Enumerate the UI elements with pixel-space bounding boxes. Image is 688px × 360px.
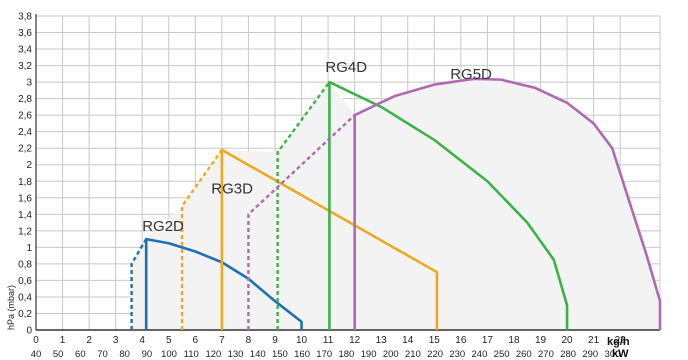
x-tick-label: 5	[166, 335, 172, 346]
x-tick-label: 17	[482, 335, 494, 346]
x-tick-label: 10	[296, 335, 308, 346]
x-tick-label: 16	[455, 335, 467, 346]
y-tick-label: 1,8	[18, 177, 32, 188]
x-tick-label: 0	[33, 335, 39, 346]
x-tick-label: 7	[219, 335, 225, 346]
kw-tick-label: 300	[605, 349, 621, 360]
y-tick-label: 2,2	[18, 144, 32, 155]
kw-tick-label: 180	[338, 349, 354, 360]
y-tick-label: 0,4	[18, 292, 32, 303]
x-tick-label: 4	[139, 335, 145, 346]
kw-tick-label: 100	[161, 349, 177, 360]
kw-tick-label: 250	[494, 349, 510, 360]
y-tick-label: 2,8	[18, 94, 32, 105]
kw-tick-label: 230	[449, 349, 465, 360]
chart-series-lines	[130, 77, 662, 330]
y-tick-label: 2,4	[18, 127, 32, 138]
x-tick-label: 1	[60, 335, 66, 346]
series-label-rg4d: RG4D	[325, 59, 367, 76]
kw-tick-label: 290	[582, 349, 598, 360]
series-rg2d-dashed-line	[130, 238, 148, 330]
y-tick-label: 1,6	[18, 193, 32, 204]
x-tick-label: 11	[323, 335, 334, 346]
kw-tick-label: 160	[294, 349, 310, 360]
kw-tick-label: 90	[142, 349, 153, 360]
x-axis-unit-kw: kW	[612, 348, 629, 360]
series-rg5d-solid-line	[353, 77, 662, 330]
y-tick-label: 3	[26, 78, 32, 89]
kw-tick-label: 50	[53, 349, 64, 360]
series-rg3d-dashed-line	[180, 149, 223, 330]
chart-working-areas	[131, 78, 660, 330]
x-tick-label: 14	[402, 335, 414, 346]
kw-tick-label: 80	[119, 349, 130, 360]
kw-tick-label: 40	[31, 349, 42, 360]
y-tick-label: 0	[26, 326, 32, 337]
kw-tick-label: 220	[427, 349, 443, 360]
chart-axes: 0 0,2 0,4 0,6 0,8 1 1,2 1,4 1,6 1,8 2 2,2 2,4 2,6 2,8 3…	[18, 12, 660, 360]
kw-tick-label: 260	[516, 349, 532, 360]
series-rg4d-solid-line	[328, 80, 569, 330]
kw-tick-label: 280	[560, 349, 576, 360]
x-tick-label: 13	[376, 335, 388, 346]
kw-tick-label: 200	[383, 349, 399, 360]
x-tick-label: 8	[246, 335, 252, 346]
series-label-rg5d: RG5D	[450, 66, 492, 83]
y-tick-label: 1,2	[18, 226, 32, 237]
x-axis-unit-kgh: kg/h	[607, 336, 630, 348]
kw-tick-label: 270	[538, 349, 554, 360]
kw-tick-label: 120	[205, 349, 221, 360]
x-tick-label: 18	[508, 335, 520, 346]
series-label-rg2d: RG2D	[142, 218, 184, 235]
y-tick-label: 2	[26, 160, 32, 171]
y-tick-label: 1	[26, 243, 32, 254]
y-tick-label: 3,4	[18, 45, 32, 56]
kw-tick-label: 210	[405, 349, 421, 360]
x-tick-label: 21	[588, 335, 600, 346]
x-tick-label: 20	[562, 335, 574, 346]
x-tick-label: 2	[86, 335, 92, 346]
y-tick-label: 0,2	[18, 309, 32, 320]
x-tick-label: 22	[615, 335, 627, 346]
kw-tick-label: 190	[361, 349, 377, 360]
y-axis-label: hPa (mbar)	[6, 285, 16, 330]
x-tick-label: 9	[272, 335, 278, 346]
kw-tick-label: 140	[250, 349, 266, 360]
kw-tick-label: 70	[97, 349, 108, 360]
kw-tick-label: 60	[75, 349, 86, 360]
x-tick-label: 3	[113, 335, 119, 346]
x-tick-label: 6	[193, 335, 199, 346]
y-tick-label: 3,2	[18, 61, 32, 72]
working-field-area	[131, 78, 660, 330]
kw-tick-label: 130	[228, 349, 244, 360]
y-tick-label: 0,8	[18, 259, 32, 270]
series-rg5d-dashed-line	[247, 114, 356, 330]
x-tick-label: 15	[429, 335, 441, 346]
y-tick-label: 0,6	[18, 276, 32, 287]
y-tick-label: 3,6	[18, 28, 32, 39]
x-tick-label: 12	[349, 335, 361, 346]
chart-series-labels: RG2D RG3D RG4D RG5D	[142, 59, 492, 235]
y-tick-label: 2,6	[18, 111, 32, 122]
y-tick-label: 1,4	[18, 210, 32, 221]
kw-tick-label: 170	[316, 349, 332, 360]
x-tick-label: 19	[535, 335, 547, 346]
series-rg4d-dashed-line	[276, 81, 331, 330]
series-label-rg3d: RG3D	[211, 181, 253, 198]
kw-tick-label: 110	[184, 349, 199, 360]
kw-tick-label: 240	[472, 349, 488, 360]
kw-tick-label: 150	[272, 349, 288, 360]
y-tick-label: 3,8	[18, 12, 32, 23]
